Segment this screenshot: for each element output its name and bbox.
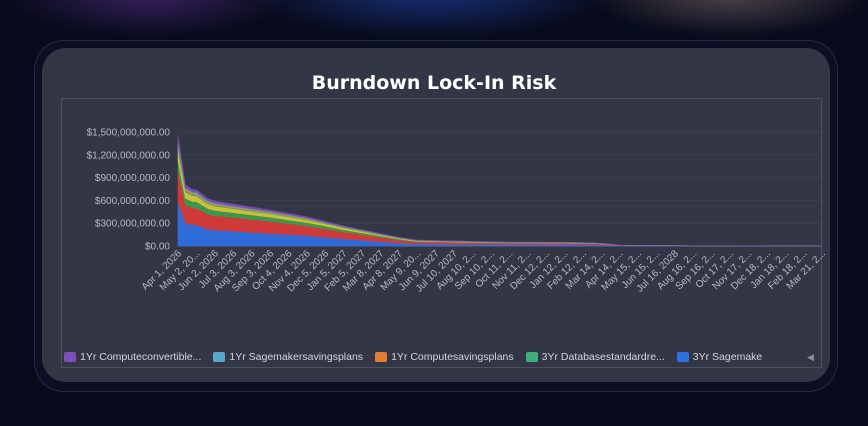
legend-item[interactable]: 3Yr Sagemake [676, 351, 763, 363]
legend-label: 1Yr Sagemakersavingsplans [229, 351, 364, 363]
y-tick-label: $1,500,000,000.00 [87, 128, 171, 139]
legend-swatch [525, 352, 538, 362]
area-series-7 [177, 135, 822, 247]
y-tick-label: $600,000,000.00 [95, 196, 171, 207]
chart-title: Burndown Lock-In Risk [311, 72, 557, 94]
y-tick-label: $1,200,000,000.00 [87, 150, 171, 161]
legend-item[interactable]: 1Yr Computeconvertible... [64, 351, 201, 363]
legend-item[interactable]: 1Yr Computesavingsplans [375, 351, 514, 363]
legend-scroll-left-icon[interactable]: ◀ [807, 352, 814, 362]
legend-swatch [676, 352, 689, 362]
legend-label: 3Yr Databasestandardre... [541, 351, 665, 363]
legend-label: 1Yr Computeconvertible... [80, 351, 202, 363]
area-layer [177, 135, 822, 247]
legend-swatch [375, 352, 388, 362]
y-tick-label: $900,000,000.00 [95, 173, 171, 184]
legend-item[interactable]: 3Yr Databasestandardre... [525, 351, 665, 363]
y-tick-label: $300,000,000.00 [95, 219, 171, 230]
legend-label: 1Yr Computesavingsplans [391, 351, 514, 363]
legend-item[interactable]: 1Yr Sagemakersavingsplans [213, 351, 363, 363]
legend-label: 3Yr Sagemake [692, 351, 763, 363]
y-axis: $0.00 $300,000,000.00 $600,000,000.00 $900,… [87, 128, 171, 253]
legend-swatch [64, 352, 76, 362]
plot-frame [61, 98, 822, 368]
chart-card [42, 48, 830, 382]
legend-swatch [213, 352, 226, 362]
legend: 1Yr Computeconvertible... 1Yr Sagemakersa… [64, 349, 816, 365]
y-tick-label: $0.00 [145, 242, 170, 253]
